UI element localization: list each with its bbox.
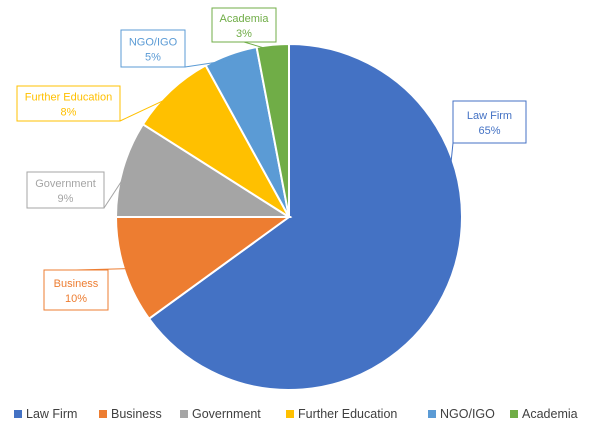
callout-further-education: Further Education 8%: [16, 85, 121, 122]
callout-percentage-label: 8%: [61, 107, 77, 119]
callout-category-label: Government: [35, 178, 96, 190]
callout-business: Business 10%: [43, 269, 109, 311]
callout-leader-lines: [75, 41, 454, 293]
callout-law-firm: Law Firm 65%: [452, 100, 527, 144]
callout-category-label: Further Education: [25, 92, 112, 104]
callout-box: [211, 7, 277, 43]
callout-box: [16, 85, 121, 122]
callout-box: [452, 100, 527, 144]
callout-box: [120, 29, 186, 68]
data-label-callouts: Law Firm 65% Business 10% Government 9% Furthe…: [16, 7, 527, 311]
callout-percentage-label: 10%: [65, 293, 87, 305]
legend-label: Business: [111, 407, 162, 421]
slice-government: [114, 122, 293, 218]
callout-percentage-label: 3%: [236, 28, 252, 40]
legend-label: Government: [192, 407, 261, 421]
legend-swatch: [180, 410, 188, 418]
legend-label: Academia: [522, 407, 578, 421]
leader-line-ngo-igo: [184, 59, 233, 68]
callout-government: Government 9%: [26, 171, 105, 209]
slice-academia: [255, 42, 290, 218]
leader-line-academia: [243, 41, 274, 52]
slice-business: [114, 216, 293, 321]
legend-label: Further Education: [298, 407, 397, 421]
legend-swatch: [14, 410, 22, 418]
leader-line-law-firm: [437, 142, 454, 293]
callout-category-label: Business: [54, 278, 99, 290]
legend-item-business: Business: [99, 407, 162, 421]
slice-law-firm: [147, 42, 463, 391]
legend-swatch: [286, 410, 294, 418]
callout-box: [26, 171, 105, 209]
callout-category-label: NGO/IGO: [129, 37, 178, 49]
callout-category-label: Law Firm: [467, 110, 512, 122]
legend-label: NGO/IGO: [440, 407, 495, 421]
leader-line-government: [103, 170, 130, 209]
legend-swatch: [99, 410, 107, 418]
callout-percentage-label: 9%: [58, 193, 74, 205]
callout-percentage-label: 5%: [145, 52, 161, 64]
legend-item-academia: Academia: [510, 407, 578, 421]
callout-box: [43, 269, 109, 311]
legend-label: Law Firm: [26, 407, 77, 421]
legend-swatch: [428, 410, 436, 418]
legend-item-further-education: Further Education: [286, 407, 397, 421]
legend-swatch: [510, 410, 518, 418]
legend: Law Firm Business Government Further Educat…: [14, 407, 578, 421]
pie-slices: [114, 42, 463, 391]
legend-item-government: Government: [180, 407, 261, 421]
callout-ngo-igo: NGO/IGO 5%: [120, 29, 186, 68]
callout-academia: Academia 3%: [211, 7, 277, 43]
callout-percentage-label: 65%: [478, 125, 500, 137]
leader-line-further-education: [119, 94, 175, 122]
callout-category-label: Academia: [220, 13, 270, 25]
legend-item-law-firm: Law Firm: [14, 407, 77, 421]
legend-item-ngo-igo: NGO/IGO: [428, 407, 495, 421]
